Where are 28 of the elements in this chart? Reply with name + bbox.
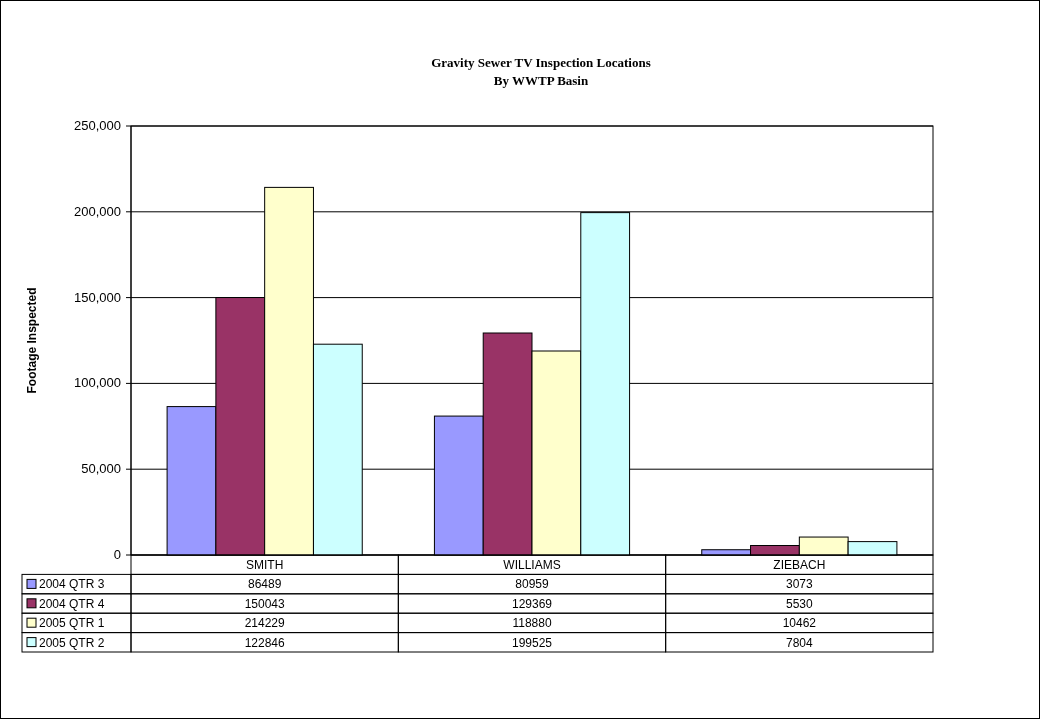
y-tick-label: 200,000: [74, 203, 121, 219]
data-label: 86489: [247, 577, 282, 592]
y-tick-label: 250,000: [74, 118, 121, 133]
legend-label: 2005 QTR 2: [39, 635, 105, 650]
chart-title: Gravity Sewer TV Inspection Locations: [431, 55, 651, 70]
data-label: 214229: [244, 616, 286, 631]
data-label: 10462: [782, 616, 817, 631]
data-label: 150043: [244, 596, 286, 611]
y-tick-label: 0: [113, 547, 121, 562]
chart-subtitle: By WWTP Basin: [493, 73, 589, 88]
data-label: 118880: [512, 616, 552, 631]
x-tick-label: WILLIAMS: [503, 558, 561, 572]
y-tick-label: 100,000: [74, 375, 121, 391]
legend-label: 2005 QTR 1: [39, 616, 105, 631]
y-tick-label: 150,000: [74, 289, 121, 305]
data-label: 80959: [515, 577, 550, 592]
legend-label: 2004 QTR 3: [39, 577, 105, 592]
data-label: 199525: [511, 635, 553, 650]
legend-label: 2004 QTR 4: [39, 596, 105, 611]
x-tick-label: SMITH: [245, 558, 284, 572]
data-label: 3073: [785, 577, 813, 592]
data-label: 129369: [511, 596, 553, 611]
x-tick-label: ZIEBACH: [773, 558, 826, 572]
data-label: 122846: [244, 635, 286, 650]
data-label: 5530: [785, 596, 813, 611]
y-tick-label: 50,000: [81, 461, 121, 477]
y-axis-title: Footage Inspected: [25, 287, 39, 394]
data-label: 7804: [785, 635, 813, 650]
